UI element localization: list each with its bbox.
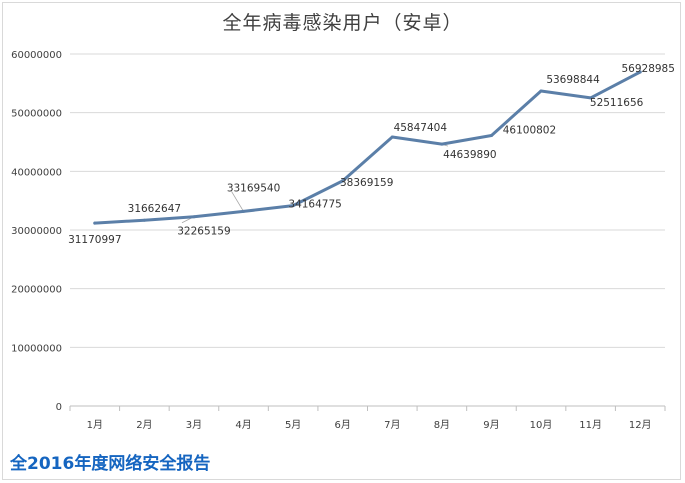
- data-label: 33169540: [227, 182, 280, 194]
- label-leader-lines: [181, 143, 449, 224]
- y-tick-label: 0: [56, 402, 62, 413]
- y-tick-label: 30000000: [11, 226, 62, 237]
- x-tick-label: 11月: [579, 419, 602, 431]
- data-label: 31662647: [128, 203, 181, 215]
- axes: [69, 405, 666, 411]
- data-label: 56928985: [621, 63, 674, 75]
- data-label: 34164775: [288, 199, 341, 211]
- y-tick-label: 10000000: [11, 343, 62, 354]
- y-tick-label: 50000000: [11, 109, 62, 120]
- x-tick-label: 3月: [186, 419, 202, 431]
- x-tick-label: 4月: [235, 419, 251, 431]
- data-point: [142, 218, 146, 222]
- x-tick-label: 7月: [384, 419, 400, 431]
- x-tick-label: 12月: [629, 419, 652, 431]
- y-tick-label: 60000000: [11, 50, 62, 61]
- data-labels: 31170997 31662647 32265159 33169540 34164775…: [68, 63, 675, 246]
- watermark: 全2016年度网络安全报告: [10, 448, 210, 474]
- data-label: 53698844: [546, 74, 600, 86]
- data-label: 45847404: [394, 122, 448, 134]
- data-label: 31170997: [68, 234, 121, 246]
- data-point: [93, 221, 97, 225]
- x-tick-label: 2月: [136, 419, 152, 431]
- series-line: [93, 70, 642, 225]
- watermark-text: 全2016年度网络安全报告: [10, 453, 211, 474]
- series-layer: [93, 70, 642, 225]
- data-label: 52511656: [590, 97, 644, 109]
- y-tick-label: 40000000: [11, 167, 62, 178]
- x-tick-label: 1月: [87, 419, 103, 431]
- data-point: [440, 142, 444, 146]
- data-label: 38369159: [340, 177, 393, 189]
- data-label: 46100802: [503, 125, 556, 137]
- grid-lines: [70, 53, 665, 348]
- data-point: [539, 89, 543, 93]
- data-point: [341, 179, 345, 183]
- data-point: [242, 209, 246, 213]
- data-point: [390, 135, 394, 139]
- data-point: [192, 215, 196, 219]
- data-point: [638, 70, 642, 74]
- x-tick-label: 6月: [335, 419, 351, 431]
- data-point: [489, 134, 493, 138]
- chart-title: 全年病毒感染用户（安卓）: [222, 12, 463, 34]
- y-tick-label: 20000000: [11, 285, 62, 296]
- data-point: [291, 204, 295, 208]
- data-label: 32265159: [177, 226, 230, 238]
- x-tick-label: 9月: [483, 419, 499, 431]
- x-tick-label: 8月: [434, 419, 450, 431]
- x-tick-label: 10月: [530, 419, 553, 431]
- x-tick-labels: 1月 2月 3月 4月 5月 6月 7月 8月 9月 10月 11月 12月: [87, 419, 652, 431]
- x-tick-label: 5月: [285, 419, 301, 431]
- y-tick-labels: 0 10000000 20000000 30000000 40000000 5000000…: [11, 50, 62, 413]
- label-leader-line: [231, 191, 244, 212]
- data-point: [589, 96, 593, 100]
- data-label: 44639890: [443, 149, 496, 161]
